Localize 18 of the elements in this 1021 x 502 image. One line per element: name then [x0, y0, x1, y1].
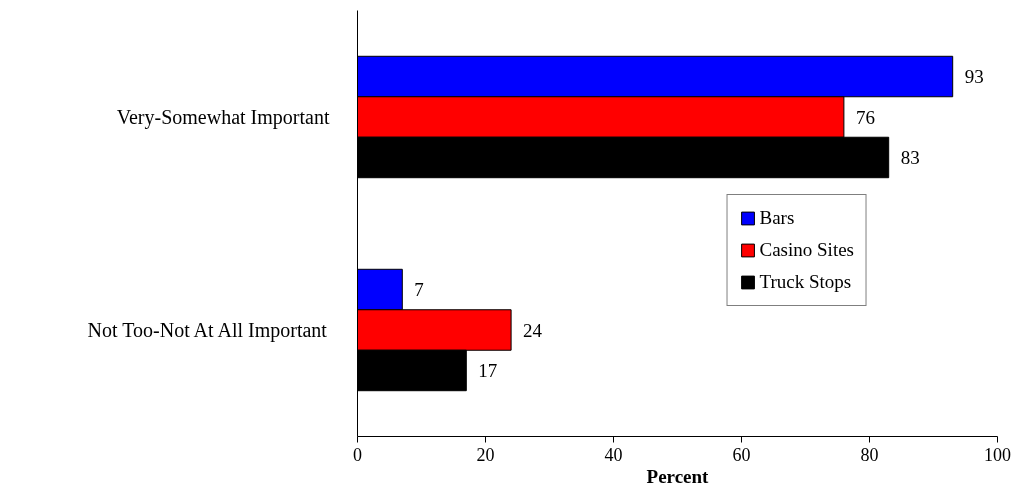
x-axis-title: Percent: [646, 465, 710, 487]
legend-label: Truck Stops: [759, 271, 852, 293]
legend-label: Bars: [759, 207, 795, 229]
x-tick-label: 80: [860, 444, 879, 465]
data-label: 76: [855, 106, 875, 128]
data-label: 83: [900, 146, 920, 168]
x-tick-label: 40: [604, 444, 623, 465]
x-tick-label: 0: [353, 444, 362, 465]
x-tick-label: 100: [984, 444, 1011, 465]
legend-label: Casino Sites: [759, 239, 854, 261]
data-label: 93: [964, 66, 984, 88]
data-label: 24: [523, 319, 543, 341]
data-label: 7: [414, 279, 424, 301]
x-tick-label: 60: [732, 444, 751, 465]
y-tick-label: Not Too-Not At All Important: [87, 319, 328, 342]
x-tick-label: 20: [476, 444, 495, 465]
data-label: 17: [478, 359, 498, 381]
y-tick-label: Very-Somewhat Important: [116, 106, 330, 129]
